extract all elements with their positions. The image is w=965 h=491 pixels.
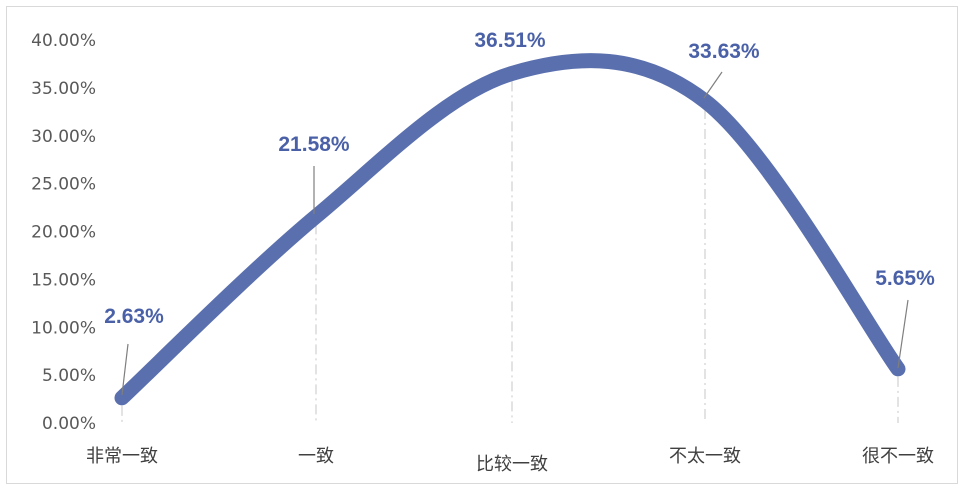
data-label: 5.65% [875,267,935,290]
x-category-label: 非常一致 [86,446,158,467]
x-category-label: 很不一致 [862,446,934,467]
label-leader-line [121,343,129,396]
y-tick-label: 25.00% [31,175,96,195]
data-label: 36.51% [474,29,546,52]
y-tick-label: 15.00% [31,270,96,290]
y-tick-label: 0.00% [42,414,96,434]
y-tick-label: 20.00% [31,223,96,243]
data-labels: 2.63% 21.58% 36.51% 33.63% 5.65% [104,29,935,396]
y-tick-label: 10.00% [31,318,96,338]
series-line [114,53,906,406]
data-label: 33.63% [688,40,760,63]
y-tick-label: 40.00% [31,31,96,51]
series-line-group [114,53,906,406]
label-leader-line [703,71,723,99]
y-tick-label: 5.00% [42,366,96,386]
x-category-label: 比较一致 [476,454,548,475]
y-tick-label: 30.00% [31,127,96,147]
x-axis: 非常一致 一致 比较一致 不太一致 很不一致 [86,446,934,475]
label-leader-line [897,299,909,369]
data-label: 21.58% [278,133,350,156]
y-axis: 0.00% 5.00% 10.00% 15.00% 20.00% 25.00% 30.00%… [31,31,96,434]
y-tick-label: 35.00% [31,79,96,99]
x-category-label: 不太一致 [669,446,741,467]
drop-lines [121,81,899,423]
x-category-label: 一致 [298,446,334,467]
data-label: 2.63% [104,305,164,328]
